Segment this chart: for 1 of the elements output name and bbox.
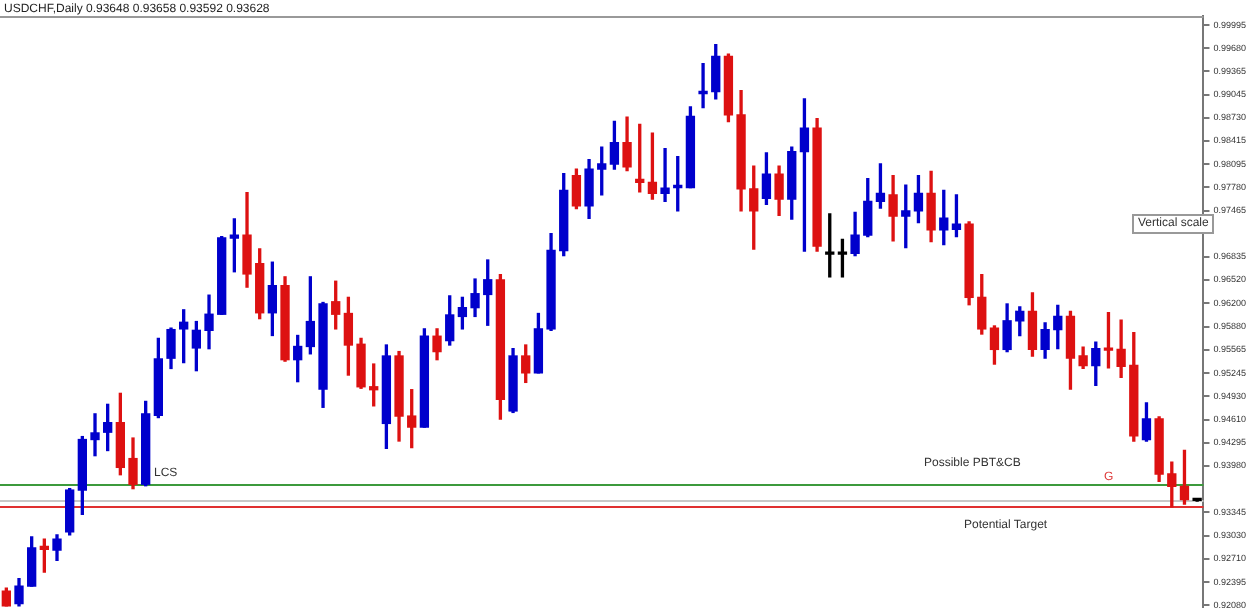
candlestick <box>660 147 670 203</box>
